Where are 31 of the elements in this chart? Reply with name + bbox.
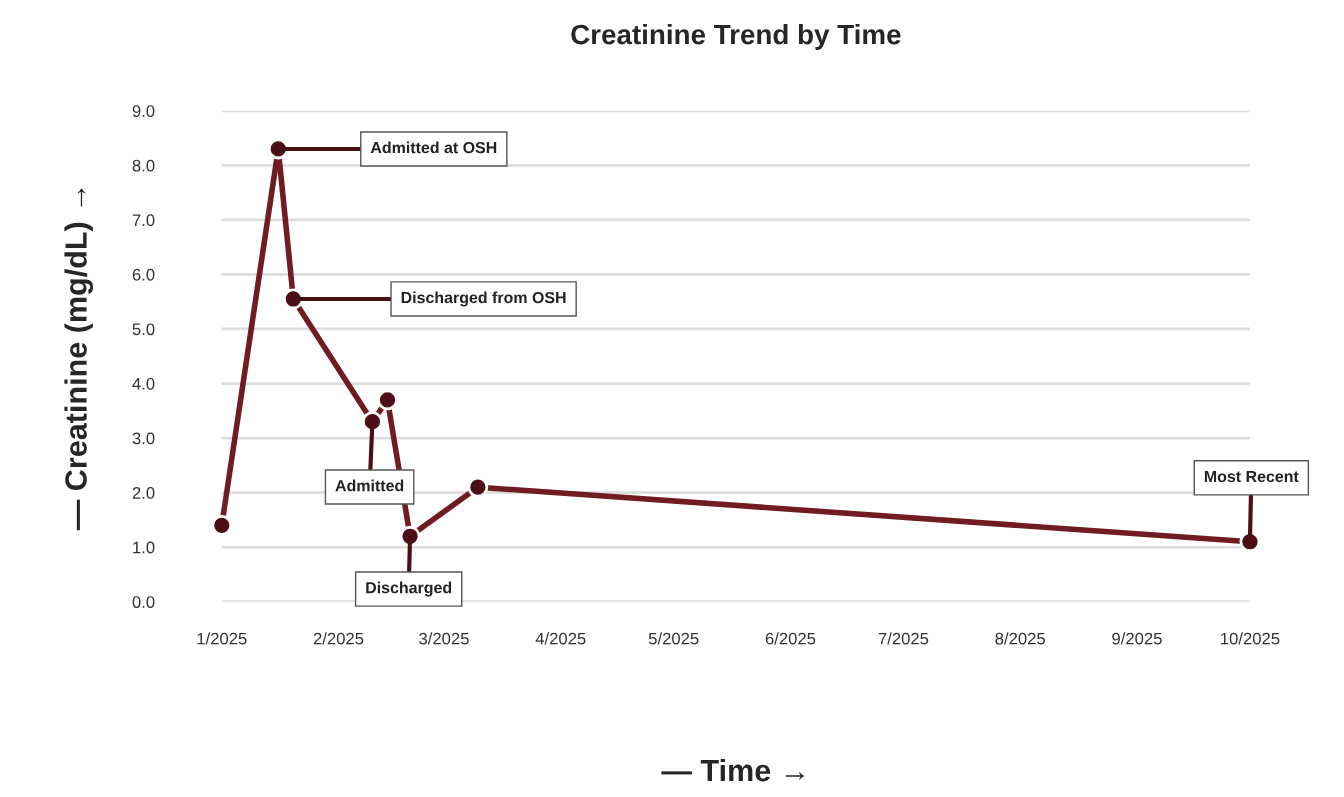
y-tick-label: 4.0 bbox=[132, 377, 155, 390]
x-tick-label: 6/2025 bbox=[765, 632, 816, 645]
y-tick-label: 0.0 bbox=[132, 596, 155, 608]
y-tick-label: 7.0 bbox=[132, 214, 155, 227]
x-tick-label: 8/2025 bbox=[995, 632, 1045, 645]
x-axis-title: — Time → bbox=[661, 758, 805, 782]
point bbox=[467, 476, 489, 498]
annotation: Most Recent bbox=[1204, 470, 1299, 483]
x-tick-label: 7/2025 bbox=[878, 632, 929, 645]
x-tick-label: 10/2025 bbox=[1221, 632, 1280, 645]
x-tick-label: 1/2025 bbox=[197, 632, 247, 645]
y-tick-label: 1.0 bbox=[133, 541, 155, 554]
x-tick-label: 2/2025 bbox=[313, 632, 364, 645]
y-tick-label: 8.0 bbox=[132, 159, 155, 172]
y-tick-label: 3.0 bbox=[132, 432, 155, 445]
annotation: Discharged from OSH bbox=[401, 291, 566, 307]
x-tick-label: 3/2025 bbox=[419, 632, 469, 645]
point bbox=[377, 389, 398, 411]
y-tick-label: 5.0 bbox=[132, 323, 155, 336]
y-tick-label: 6.0 bbox=[132, 268, 155, 281]
y-axis-title: — Creatinine (mg/dL) → bbox=[64, 188, 94, 531]
y-tick-label: 9.0 bbox=[132, 105, 155, 117]
x-tick-label: 9/2025 bbox=[1112, 632, 1162, 645]
annotation: Discharged bbox=[366, 581, 452, 597]
annotation: Admitted bbox=[335, 479, 404, 492]
y-tick-label: 2.0 bbox=[132, 487, 155, 499]
annotation: Admitted at OSH bbox=[370, 141, 497, 154]
x-tick-label: 5/2025 bbox=[648, 632, 699, 645]
chart-title: Creatinine Trend by Time bbox=[571, 23, 901, 50]
point bbox=[211, 514, 233, 536]
x-tick-label: 4/2025 bbox=[535, 632, 586, 645]
